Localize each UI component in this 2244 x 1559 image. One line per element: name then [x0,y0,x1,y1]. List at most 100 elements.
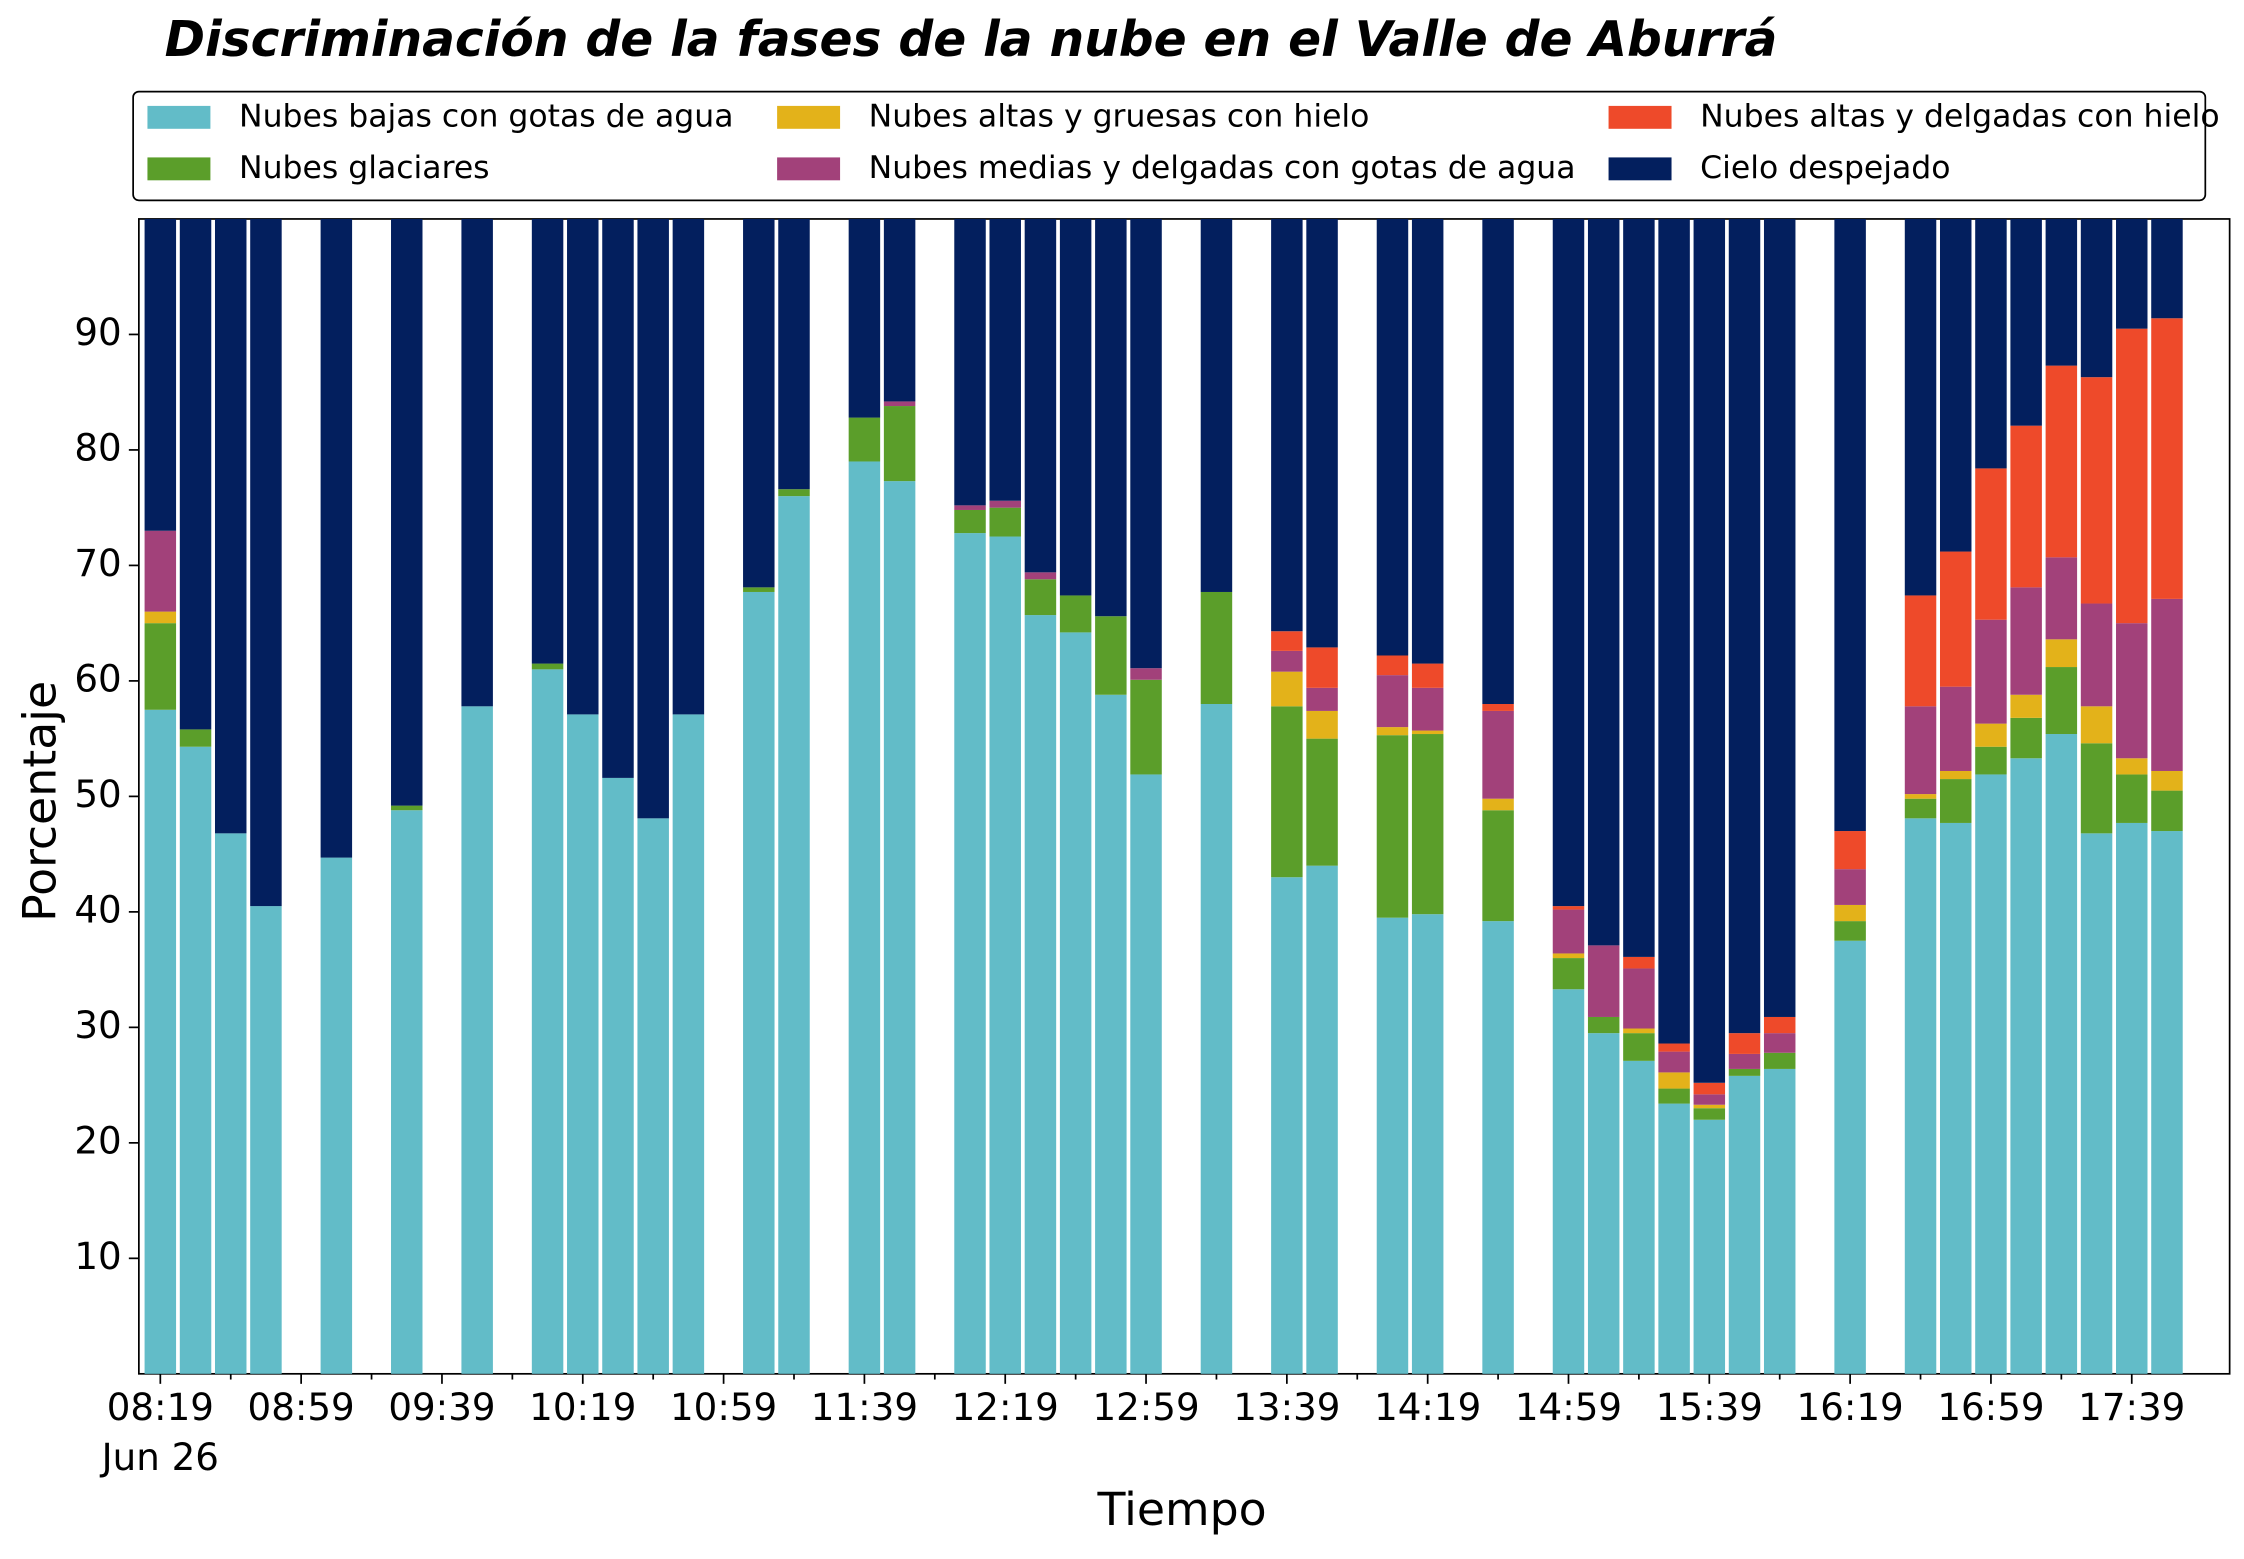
x-tick-label: 10:59 [670,1385,777,1429]
bar-segment [989,218,1021,501]
y-tick-label: 70 [74,541,121,585]
bar-segment [2116,623,2148,759]
bar-segment [989,500,1021,508]
bar-segment [1024,615,1057,1374]
bar-segment [1587,945,1620,1017]
bar-segment [1658,1088,1690,1104]
bar-segment [1728,1075,1761,1374]
bar-segment [883,218,916,402]
bar-segment [1939,686,1972,771]
bar-segment [2151,770,2183,791]
bar-segment [2080,743,2113,834]
legend-box [132,90,2207,202]
bar-segment [1552,989,1585,1374]
bar-segment [1024,572,1057,580]
bar-segment [1376,655,1409,676]
bar-segment [1763,1068,1796,1374]
bar-segment [1306,865,1338,1374]
legend-label: Nubes bajas con gotas de agua [239,98,733,134]
bar-segment [2151,318,2183,599]
bar-segment [883,401,916,407]
bar-segment [1200,218,1233,592]
bar-segment [1658,1043,1690,1052]
bar-segment [989,507,1021,537]
legend-label: Nubes altas y delgadas con hielo [1700,98,2219,134]
bar-segment [1975,619,2007,724]
x-tick-label: 16:59 [1937,1385,2044,1429]
bar-segment [144,611,177,624]
bar-segment [1306,218,1338,648]
legend-swatch [1608,157,1672,181]
bar-segment [1834,904,1866,922]
bar-segment [1834,831,1866,870]
bar-segment [1130,774,1162,1374]
bar-segment [1623,1060,1655,1374]
bar-segment [1306,687,1338,711]
bar-segment [1271,650,1303,672]
bar-segment [179,746,212,1374]
x-tick-label: 12:59 [1092,1385,1199,1429]
bar-segment [1939,770,1972,780]
x-tick-label: 08:19 [107,1385,214,1429]
bar-segment [954,533,986,1374]
bar-segment [1834,940,1866,1374]
legend-label: Nubes medias y delgadas con gotas de agu… [869,150,1576,186]
bar-segment [1904,218,1937,596]
bar-segment [1939,551,1972,687]
bar-segment [1975,774,2007,1374]
bar-segment [2116,328,2148,624]
bar-segment [1623,218,1655,957]
bar-segment [461,706,493,1374]
bar-segment [1411,734,1444,915]
bar-segment [1623,1028,1655,1034]
y-tick-label: 60 [74,656,121,700]
bar-segment [1834,921,1866,941]
bar-segment [2080,833,2113,1374]
bar-segment [1623,1033,1655,1061]
legend-swatch [777,157,841,181]
bar-segment [2045,734,2078,1374]
bar-segment [461,218,493,707]
bar-segment [1411,730,1444,735]
bar-segment [1306,710,1338,739]
bar-segment [2045,218,2078,366]
bar-segment [848,417,881,462]
x-tick-label: 16:19 [1797,1385,1904,1429]
bar-segment [1095,616,1127,695]
bar-segment [531,669,564,1374]
bar-segment [1975,746,2007,775]
bar-segment [1024,579,1057,616]
bar-segment [1095,694,1127,1374]
bar-segment [778,218,810,490]
bar-segment [144,623,177,710]
bar-segment [1728,1068,1761,1076]
x-tick-label: 15:39 [1656,1385,1763,1429]
bar-segment [1623,956,1655,969]
bar-segment [637,218,669,819]
bar-segment [1658,218,1690,1044]
bar-segment [1728,1033,1761,1054]
bar-segment [1763,218,1796,1017]
y-tick-label: 50 [74,772,121,816]
bar-segment [1693,1119,1726,1374]
bar-segment [1552,218,1585,907]
bar-segment [1200,703,1233,1374]
bar-segment [144,218,177,531]
bar-segment [320,857,353,1374]
bar-segment [1411,687,1444,731]
y-tick-label: 20 [74,1118,121,1162]
bar-segment [954,218,986,506]
bar-segment [743,218,775,588]
bar-segment [1834,218,1866,832]
bar-segment [1482,710,1514,799]
bar-segment [2080,706,2113,744]
legend-swatch [777,105,841,129]
bar-segment [2045,667,2078,735]
bar-segment [778,496,810,1374]
bar-segment [1834,869,1866,905]
x-tick-label: 08:59 [248,1385,355,1429]
legend-swatch [1608,105,1672,129]
bar-segment [1728,218,1761,1034]
bar-segment [1271,671,1303,707]
bar-segment [2045,557,2078,640]
